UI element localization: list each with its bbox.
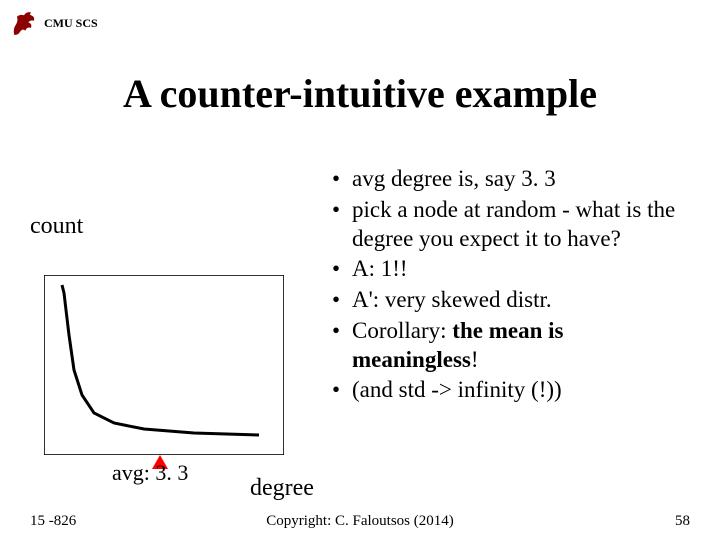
header-org-text: CMU SCS — [44, 16, 98, 31]
slide-content: count avg: 3. 3 degree avg degree is, sa… — [0, 165, 720, 407]
distribution-curve — [62, 285, 259, 435]
bullet-item: (and std -> infinity (!)) — [330, 376, 690, 405]
bullet-item: A': very skewed distr. — [330, 286, 690, 315]
chart-svg — [44, 275, 284, 455]
bullet-item: avg degree is, say 3. 3 — [330, 165, 690, 194]
bullet-item: A: 1!! — [330, 255, 690, 284]
bullet-item: Corollary: the mean is meaningless! — [330, 317, 690, 375]
bullets-column: avg degree is, say 3. 3pick a node at ra… — [330, 165, 710, 407]
distribution-chart — [44, 275, 284, 455]
slide-title: A counter-intuitive example — [0, 70, 720, 117]
footer-page-number: 58 — [675, 513, 690, 530]
chart-column: count avg: 3. 3 degree — [0, 165, 330, 407]
slide-header: CMU SCS — [10, 8, 98, 38]
cmu-dragon-logo — [10, 8, 38, 38]
footer-copyright: Copyright: C. Faloutsos (2014) — [0, 513, 720, 530]
x-axis-label: degree — [250, 475, 314, 502]
y-axis-label: count — [30, 213, 83, 240]
chart-frame — [44, 275, 283, 454]
avg-marker-label: avg: 3. 3 — [112, 460, 188, 486]
bullet-list: avg degree is, say 3. 3pick a node at ra… — [330, 165, 690, 405]
bullet-item: pick a node at random - what is the degr… — [330, 196, 690, 254]
